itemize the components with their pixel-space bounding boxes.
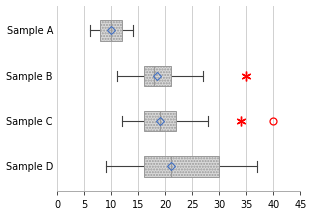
Bar — [144, 66, 171, 86]
Bar — [144, 111, 176, 131]
Bar — [100, 20, 122, 41]
Bar — [144, 156, 219, 177]
